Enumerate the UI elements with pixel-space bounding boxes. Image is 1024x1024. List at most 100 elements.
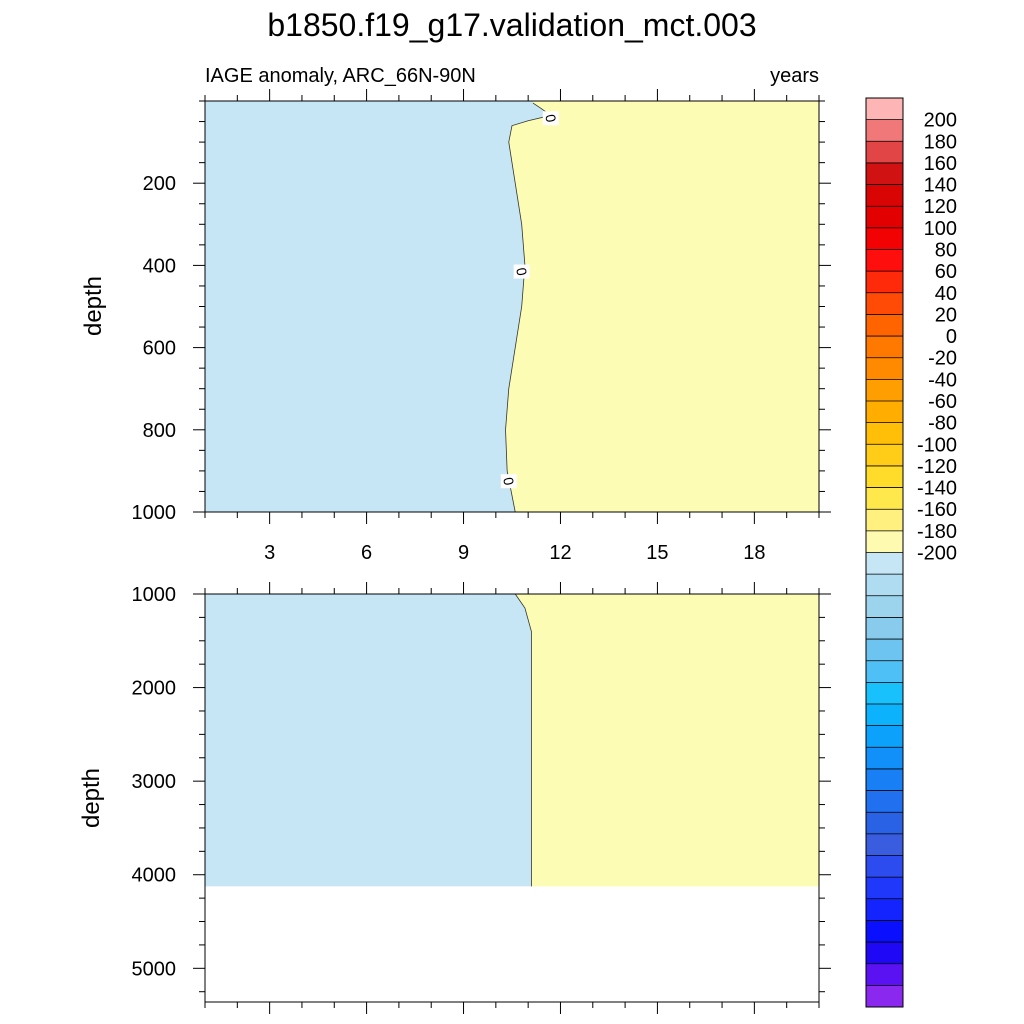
upper-contour-label-bg-0 (542, 111, 559, 126)
x-tick-label: 12 (549, 542, 571, 564)
colorbar-label: -180 (917, 521, 957, 543)
upper-panel: 0 0 0 3 6 9 12 15 18 200 400 600 800 1000 (132, 89, 831, 564)
colorbar-swatch (866, 184, 903, 207)
colorbar-label: 200 (924, 110, 957, 132)
colorbar-label: 40 (935, 283, 957, 305)
colorbar-swatch (866, 920, 903, 943)
colorbar-swatch (866, 487, 903, 510)
lower-y-tick-label: 3000 (132, 771, 177, 793)
colorbar-label: -20 (928, 348, 957, 370)
upper-negative-region (205, 101, 551, 512)
x-tick-label: 9 (458, 542, 469, 564)
colorbar-swatch (866, 660, 903, 683)
chart-subtitle-left: IAGE anomaly, ARC_66N-90N (205, 65, 476, 87)
colorbar-swatch (866, 574, 903, 597)
lower-y-tick-label: 1000 (132, 584, 177, 606)
colorbar-swatch (866, 465, 903, 488)
colorbar-swatch (866, 552, 903, 575)
colorbar-label: -60 (928, 391, 957, 413)
upper-contour-label-0: 0 (542, 113, 559, 124)
colorbar-swatch (866, 725, 903, 748)
colorbar-label: 140 (924, 175, 957, 197)
x-tick-label: 3 (264, 542, 275, 564)
upper-y-tick-label: 800 (143, 420, 176, 442)
colorbar-swatch (866, 595, 903, 618)
colorbar-label: -40 (928, 369, 957, 391)
colorbar-label: 80 (935, 240, 957, 262)
colorbar-swatch (866, 271, 903, 294)
colorbar-swatch (866, 249, 903, 272)
colorbar-swatch (866, 639, 903, 662)
colorbar-swatch (866, 530, 903, 553)
x-tick-label: 6 (361, 542, 372, 564)
colorbar-swatch (866, 833, 903, 856)
upper-y-tick-label: 1000 (132, 502, 177, 524)
colorbar-swatch (866, 682, 903, 705)
upper-y-tick-label: 600 (143, 338, 176, 360)
colorbar-swatch (866, 509, 903, 532)
colorbar-swatch (866, 141, 903, 164)
colorbar-label: 60 (935, 261, 957, 283)
colorbar-swatch (866, 98, 903, 120)
colorbar-label: -120 (917, 456, 957, 478)
chart-units-label: years (770, 65, 819, 87)
colorbar-swatch (866, 162, 903, 185)
colorbar-swatch (866, 357, 903, 380)
colorbar-label: 160 (924, 153, 957, 175)
colorbar-swatch (866, 422, 903, 445)
colorbar-label: -140 (917, 478, 957, 500)
colorbar-swatch (866, 898, 903, 921)
colorbar-swatch (866, 747, 903, 770)
colorbar-swatch (866, 877, 903, 900)
colorbar-label: 180 (924, 131, 957, 153)
lower-panel: 1000 2000 3000 4000 5000 (132, 582, 831, 1014)
chart-title: b1850.f19_g17.validation_mct.003 (267, 7, 756, 43)
colorbar-swatch (866, 314, 903, 337)
colorbar-swatch (866, 227, 903, 250)
upper-contour-label-2: 0 (500, 476, 517, 487)
colorbar-swatch (866, 985, 903, 1008)
upper-contour-label-1: 0 (513, 266, 530, 277)
colorbar-swatch (866, 855, 903, 878)
colorbar-swatch (866, 768, 903, 791)
lower-y-tick-label: 4000 (132, 865, 177, 887)
colorbar-swatch (866, 336, 903, 359)
lower-zero-contour (514, 593, 532, 887)
colorbar-label: 0 (946, 326, 957, 348)
colorbar-swatch (866, 704, 903, 726)
colorbar-label: 100 (924, 218, 957, 240)
colorbar-label: -100 (917, 434, 957, 456)
upper-positive-region (505, 101, 819, 512)
colorbar-swatch (866, 617, 903, 640)
colorbar-label: -160 (917, 499, 957, 521)
colorbar-label: 20 (935, 304, 957, 326)
colorbar: 200180160140120100806040200-20-40-60-80-… (865, 97, 957, 1008)
colorbar-swatch (866, 379, 903, 402)
colorbar-frame (865, 97, 904, 1008)
colorbar-swatch (866, 292, 903, 315)
colorbar-swatch (866, 401, 903, 423)
colorbar-swatch (866, 444, 903, 467)
lower-frame (204, 593, 820, 1003)
upper-y-tick-label: 400 (143, 255, 176, 277)
colorbar-swatch (866, 942, 903, 965)
lower-y-tick-label: 2000 (132, 678, 177, 700)
lower-y-axis-label: depth (78, 768, 105, 828)
x-tick-label: 18 (743, 542, 765, 564)
colorbar-swatch (866, 812, 903, 835)
upper-y-tick-label: 200 (143, 173, 176, 195)
lower-positive-region (515, 594, 819, 887)
upper-contour-label-bg-2 (500, 474, 517, 489)
colorbar-swatch (866, 206, 903, 229)
colorbar-label: 120 (924, 196, 957, 218)
colorbar-swatch (866, 119, 903, 142)
colorbar-swatch (866, 963, 903, 986)
upper-contour-label-bg-1 (513, 264, 530, 279)
upper-y-axis-label: depth (80, 276, 107, 336)
lower-y-tick-label: 5000 (132, 958, 177, 980)
colorbar-label: -80 (928, 413, 957, 435)
lower-negative-region (205, 594, 532, 887)
x-tick-label: 15 (646, 542, 668, 564)
colorbar-label: -200 (917, 543, 957, 565)
